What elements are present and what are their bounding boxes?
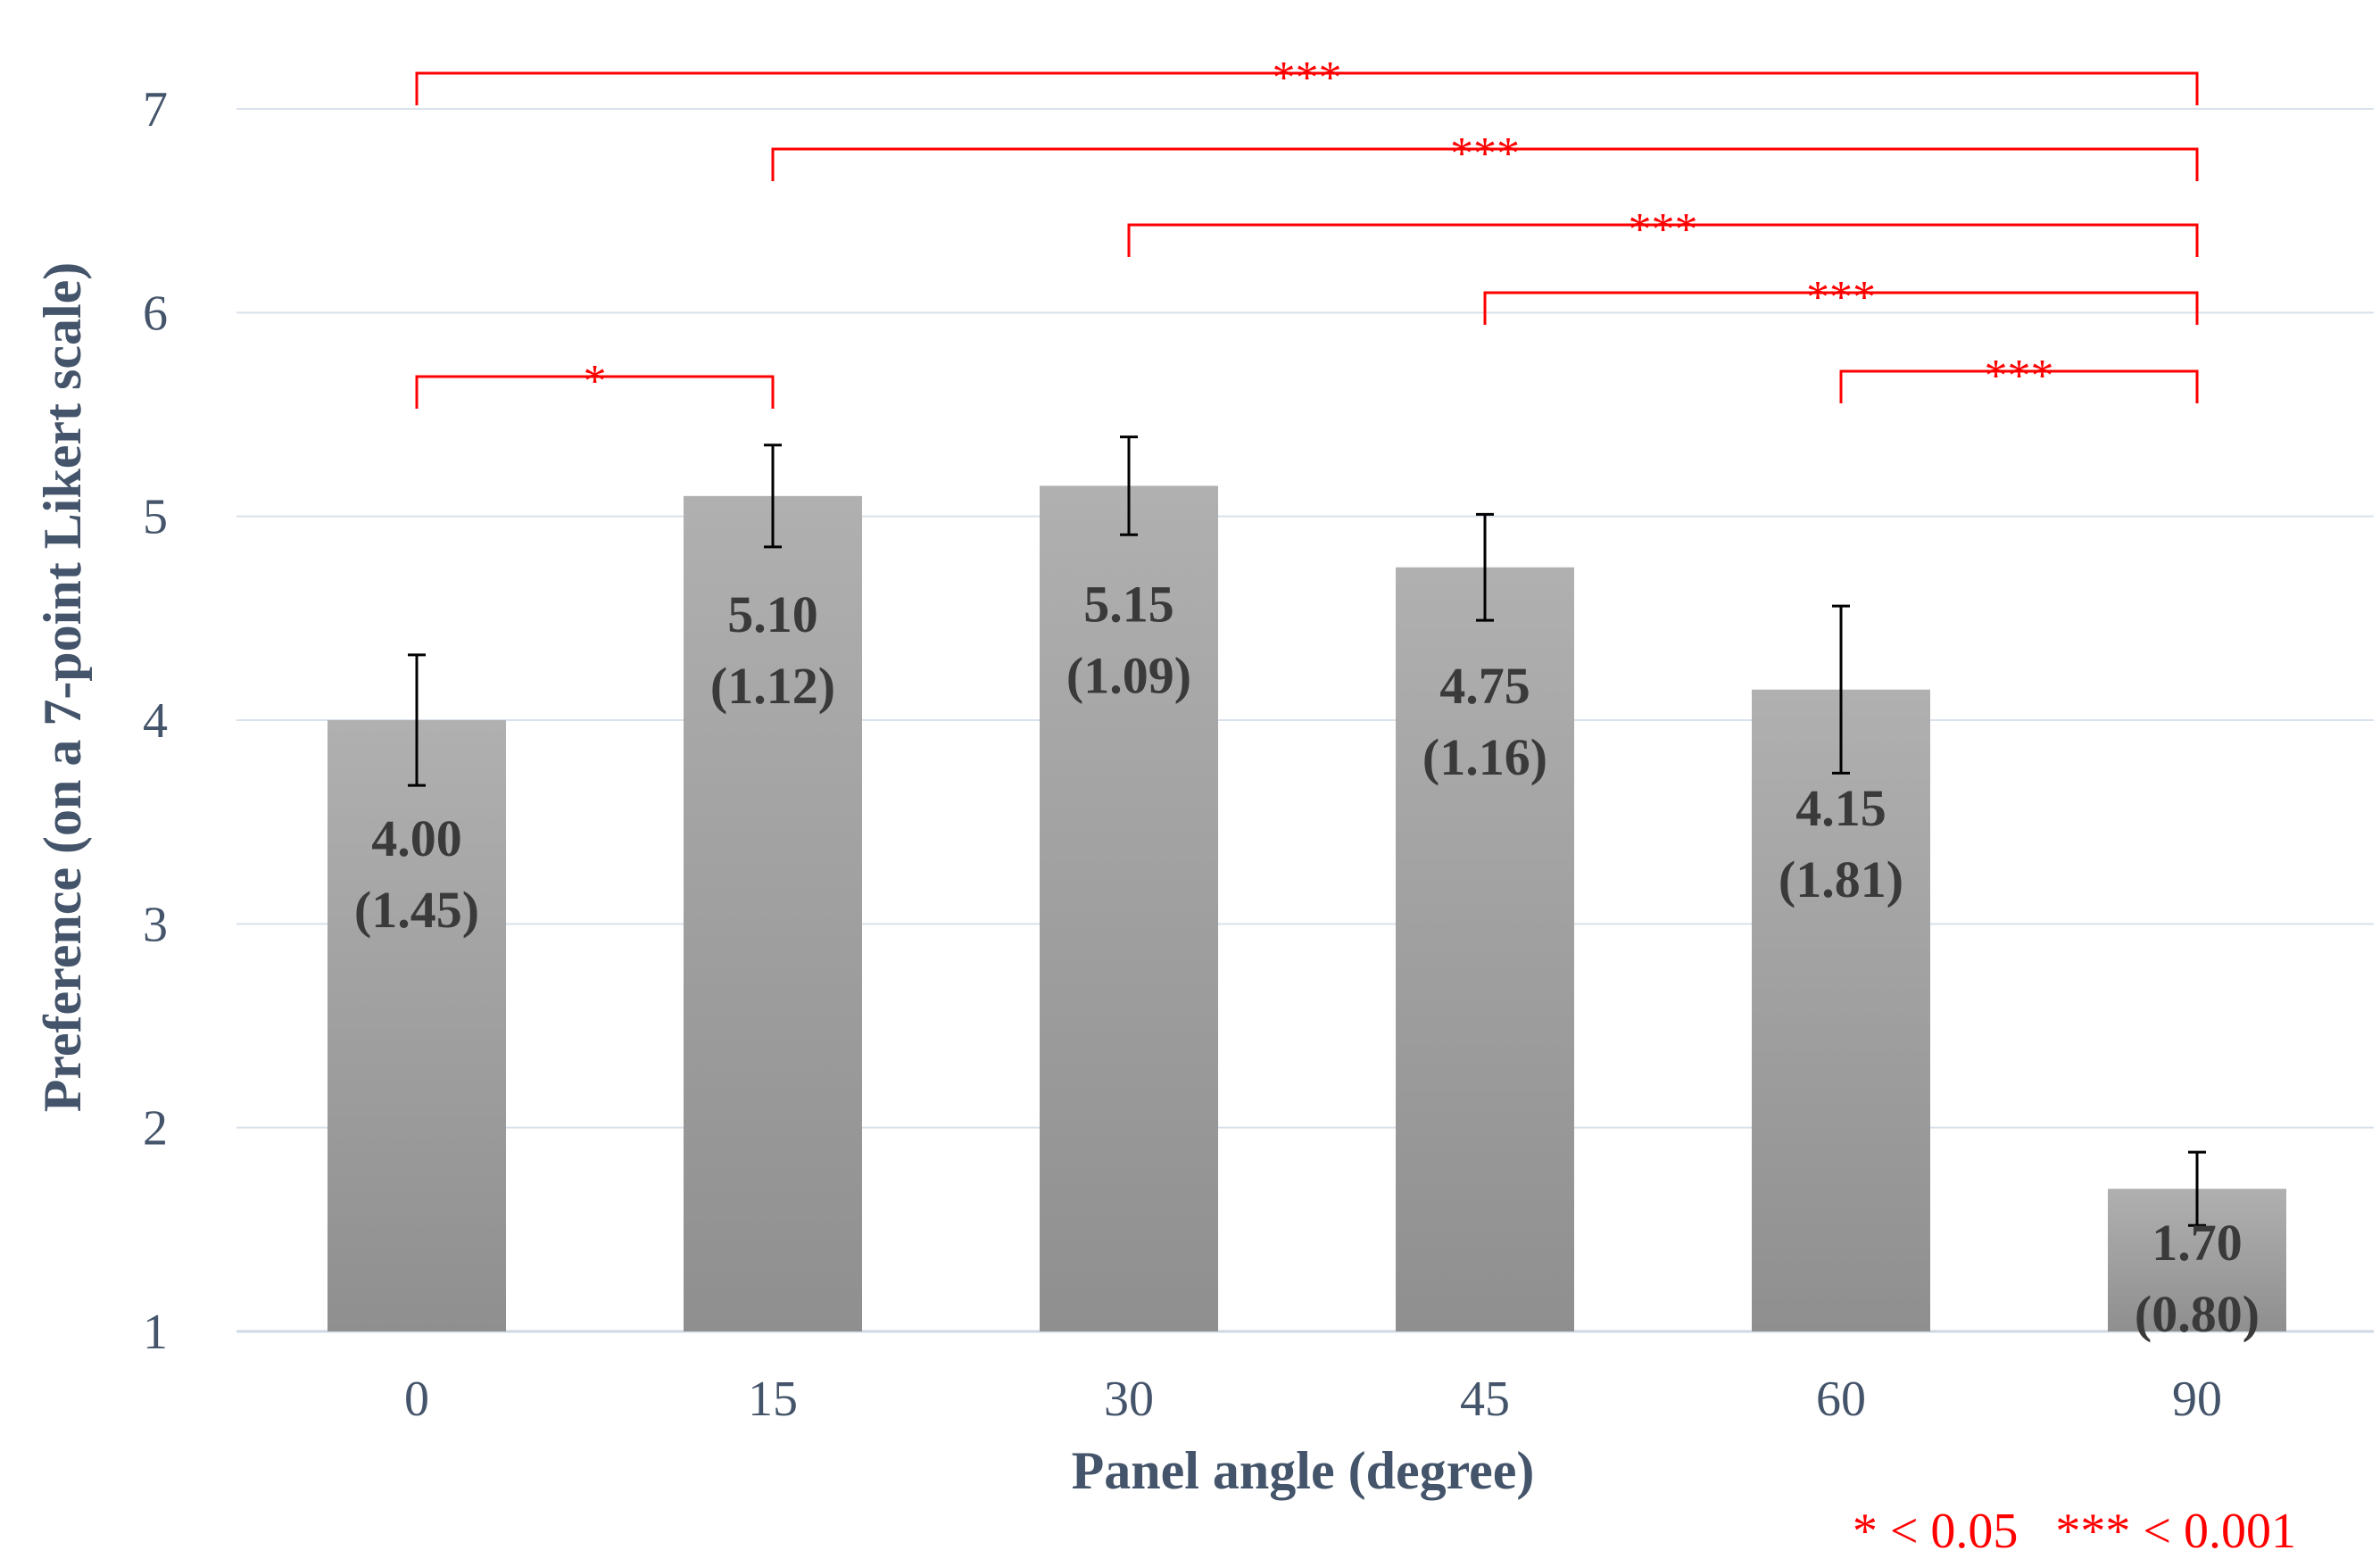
significance-label: *** [1273,53,1342,104]
x-axis-ticks: 0 15 30 45 60 90 [404,1372,2222,1427]
bar-60 [1752,689,1930,1331]
y-axis-ticks: 1 2 3 4 5 6 7 [143,82,168,1360]
bar-15 [684,495,862,1331]
error-bar-30 [1120,435,1138,536]
significance-bracket: *** [1127,204,2199,257]
y-tick-label: 3 [143,897,168,952]
bars [328,485,2286,1331]
data-label-sd: (1.45) [354,881,479,939]
significance-bracket: * [415,356,775,409]
significance-bracket: *** [1483,272,2199,325]
bar-30 [1040,485,1218,1331]
data-label-sd: (1.09) [1066,646,1191,704]
error-bar-90 [2188,1150,2206,1227]
y-tick-label: 4 [143,693,168,749]
gridlines [236,108,2374,1333]
significance-label: * [584,356,607,407]
error-bar-15 [764,444,782,549]
bar-45 [1396,567,1574,1331]
data-label-mean: 1.70 [2152,1214,2243,1272]
data-label-mean: 5.10 [727,585,818,643]
x-tick-label: 45 [1460,1372,1510,1427]
x-tick-label: 60 [1816,1372,1866,1427]
significance-label: *** [1806,272,1876,323]
significance-label: *** [1450,129,1520,179]
x-axis-title: Panel angle (degree) [1072,1441,1535,1500]
error-bar-0 [408,653,426,787]
y-tick-label: 5 [143,490,168,545]
data-label-mean: 4.00 [371,809,462,867]
y-tick-label: 1 [143,1305,168,1360]
data-label-mean: 5.15 [1083,575,1174,633]
significance-note: * < 0.05 *** < 0.001 [1853,1504,2296,1559]
significance-bracket: *** [1839,351,2199,403]
data-labels: 4.00 (1.45) 5.10 (1.12) 5.15 (1.09) 4.75 (1.16)… [354,575,2260,1343]
x-tick-label: 15 [748,1372,798,1427]
error-bars [408,435,2206,1227]
data-label-sd: (1.81) [1779,850,1903,908]
significance-brackets: ************* *** [415,53,2199,409]
significance-bracket: *** [771,129,2199,181]
data-label-sd: (1.16) [1422,728,1547,786]
data-label-mean: 4.15 [1795,779,1887,837]
data-label-sd: (0.80) [2135,1285,2260,1343]
y-axis-title: Preference (on a 7-point Likert scale) [33,262,92,1113]
significance-label: *** [1985,351,2054,402]
y-tick-label: 6 [143,286,168,341]
bar-0 [328,720,506,1331]
x-tick-label: 30 [1104,1372,1154,1427]
error-bar-45 [1476,512,1494,622]
error-bar-60 [1832,604,1850,775]
significance-bracket: *** [415,53,2199,105]
data-label-sd: (1.12) [710,657,835,715]
x-tick-label: 90 [2172,1372,2222,1427]
data-label-mean: 4.75 [1439,657,1530,715]
y-tick-label: 7 [143,82,168,137]
significance-label: *** [1629,204,1698,255]
x-tick-label: 0 [404,1372,429,1427]
y-tick-label: 2 [143,1101,168,1157]
